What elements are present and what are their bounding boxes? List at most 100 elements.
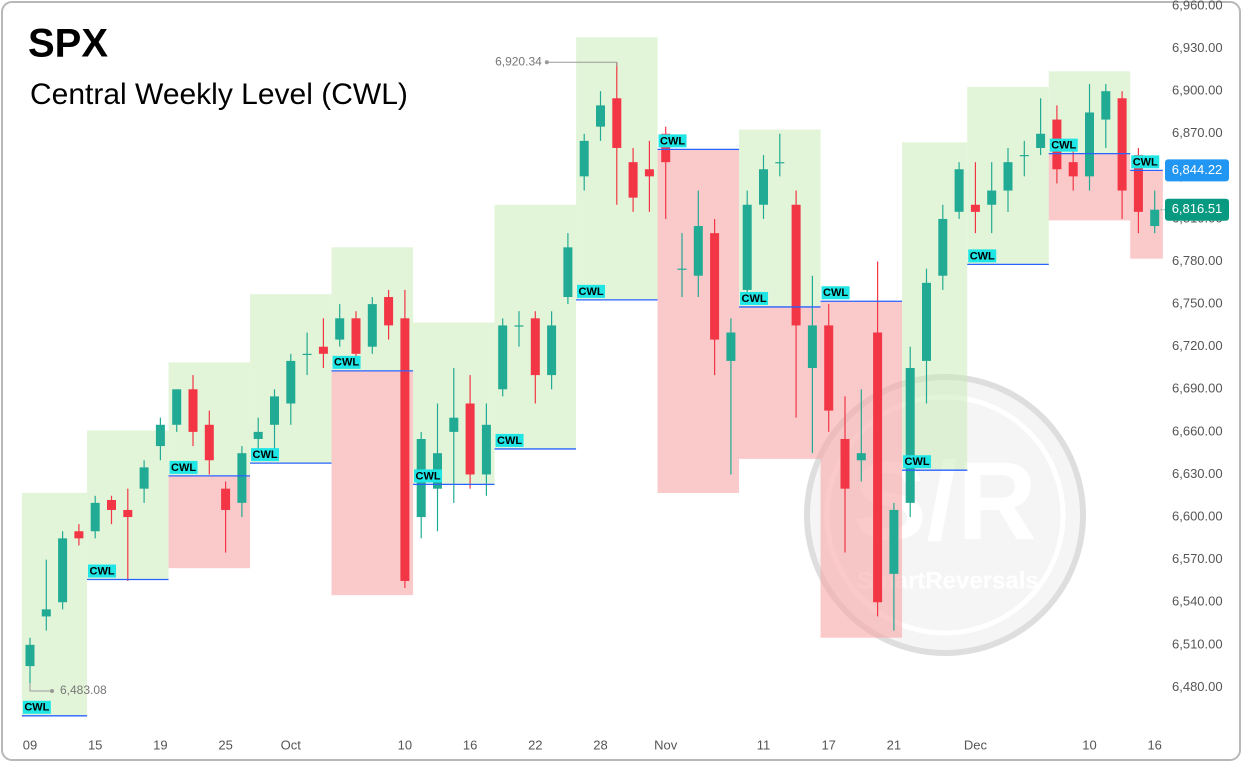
annotation-leader — [29, 683, 52, 692]
week-range-down — [331, 370, 414, 596]
candle-body — [302, 353, 312, 356]
candle-body — [204, 424, 214, 461]
cwl-label: CWL — [24, 702, 49, 714]
cwl-label: CWL — [171, 462, 196, 474]
candle-body — [824, 325, 834, 411]
candle-body — [188, 389, 198, 432]
candle-body — [1036, 133, 1046, 148]
candle-body — [563, 247, 573, 298]
candle-body — [530, 318, 540, 376]
x-tick-label: Nov — [654, 737, 678, 752]
candle-body — [742, 204, 752, 290]
candle-body — [840, 438, 850, 489]
x-tick-label: 19 — [153, 737, 167, 752]
candle-body — [1085, 112, 1094, 177]
cwl-label: CWL — [334, 357, 359, 369]
candle-body — [889, 509, 899, 574]
candle-body — [1117, 98, 1127, 191]
candle-body — [58, 538, 68, 603]
annotation-dot — [50, 689, 54, 694]
annotation-dot — [544, 60, 549, 65]
candle-body — [286, 360, 296, 404]
cwl-badge — [821, 286, 850, 300]
cwl-label: CWL — [1051, 140, 1076, 152]
candle-body — [318, 346, 328, 354]
cwl-badge — [251, 448, 280, 462]
candle-body — [596, 105, 605, 127]
y-tick-label: 6,510.00 — [1172, 636, 1223, 651]
candle-body — [481, 424, 491, 475]
candle-body — [726, 332, 736, 361]
cwl-badge — [332, 355, 361, 369]
x-tick-label: 22 — [528, 737, 542, 752]
candle-body — [677, 268, 687, 270]
cwl-badge — [22, 700, 51, 714]
y-tick-label: 6,750.00 — [1172, 296, 1223, 311]
candle-body — [807, 325, 817, 368]
chart-subtitle: Central Weekly Level (CWL) — [30, 78, 408, 111]
cwl-label: CWL — [253, 449, 278, 461]
candle-body — [253, 431, 263, 439]
cwl-badge — [903, 455, 932, 469]
candle-body — [41, 609, 51, 617]
cwl-badge — [169, 460, 198, 474]
candle-body — [856, 453, 866, 461]
x-tick-label: 15 — [88, 737, 102, 752]
cwl-badge — [88, 564, 117, 578]
y-tick-label: 6,900.00 — [1172, 83, 1223, 98]
y-tick-label: 6,660.00 — [1172, 423, 1223, 438]
y-tick-label: 6,540.00 — [1172, 594, 1223, 609]
cwl-price-tag-label: 6,844.22 — [1172, 162, 1223, 177]
candle-body — [139, 467, 149, 489]
candle-body — [74, 531, 84, 539]
candle-body — [514, 325, 524, 327]
x-tick-label: 17 — [821, 737, 835, 752]
cwl-badge — [577, 284, 606, 298]
x-tick-label: 10 — [398, 737, 412, 752]
y-tick-label: 6,690.00 — [1172, 381, 1223, 396]
candle-body — [123, 509, 133, 518]
x-tick-label: 16 — [463, 737, 477, 752]
low-annotation: 6,483.08 — [60, 683, 107, 697]
candle-body — [384, 297, 394, 326]
x-tick-label: Dec — [964, 737, 988, 752]
y-tick-label: 6,930.00 — [1172, 40, 1223, 55]
candle-body — [693, 226, 703, 276]
cwl-label: CWL — [742, 293, 767, 305]
plot-area: S/RSmartReversalsCWLCWLCWLCWLCWLCWLCWLCW… — [21, 37, 1165, 717]
x-tick-label: 28 — [593, 737, 607, 752]
candle-body — [367, 304, 377, 347]
cwl-label: CWL — [905, 456, 930, 468]
week-range-up — [21, 492, 88, 716]
y-tick-label: 6,780.00 — [1172, 253, 1223, 268]
cwl-label: CWL — [1133, 156, 1158, 168]
cwl-label: CWL — [660, 135, 685, 147]
candle-body — [1150, 209, 1160, 227]
candle-body — [710, 233, 720, 340]
cwl-badge — [1049, 138, 1078, 152]
candle-body — [25, 644, 35, 667]
candle-body — [221, 488, 231, 510]
candle-body — [1019, 155, 1029, 157]
y-tick-label: 6,570.00 — [1172, 551, 1223, 566]
candle-body — [791, 204, 801, 326]
week-range-down — [739, 306, 821, 459]
candle-body — [90, 502, 100, 532]
annotation-leader — [546, 61, 618, 67]
y-tick-label: 6,720.00 — [1172, 338, 1223, 353]
cwl-price-tag — [1165, 159, 1229, 182]
candle-body — [1101, 91, 1111, 120]
candle-body — [1133, 155, 1143, 212]
y-tick-label: 6,870.00 — [1172, 125, 1223, 140]
cwl-label: CWL — [416, 470, 441, 482]
candle-body — [873, 332, 883, 603]
candle-body — [400, 318, 410, 581]
candle-body — [612, 98, 622, 148]
high-annotation: 6,920.34 — [495, 54, 542, 68]
candle-body — [644, 169, 654, 177]
y-tick-label: 6,630.00 — [1172, 466, 1223, 481]
week-range-down — [168, 475, 251, 569]
x-tick-label: 10 — [1082, 737, 1096, 752]
cwl-badge — [414, 469, 443, 483]
